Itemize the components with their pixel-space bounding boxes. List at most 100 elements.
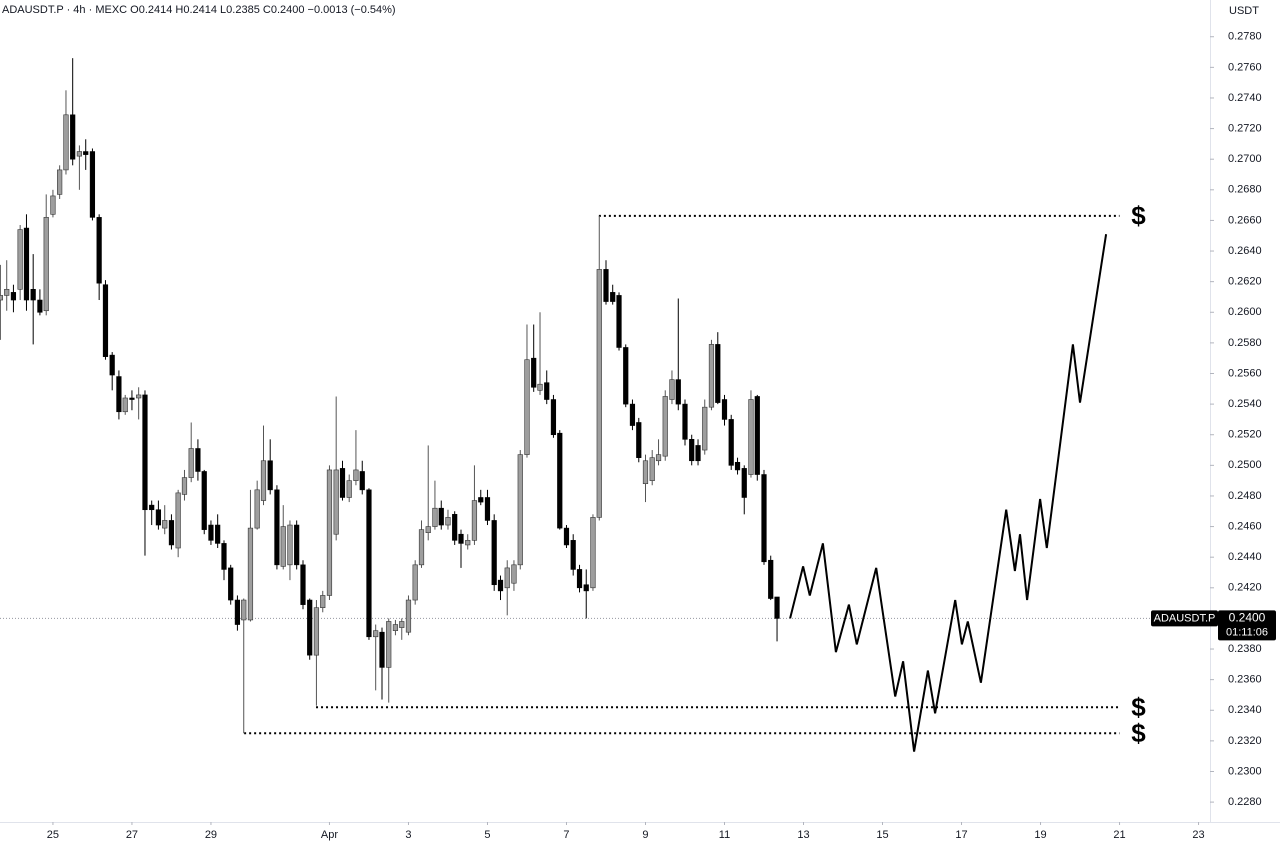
- candle-body: [511, 564, 517, 584]
- y-tick-label: 0.2540: [1228, 398, 1262, 410]
- candle-body: [768, 559, 774, 599]
- symbol-tag: ADAUSDT.P: [1154, 612, 1216, 624]
- level-label: $: [1131, 201, 1146, 231]
- y-tick-label: 0.2520: [1228, 429, 1262, 441]
- candle-body: [544, 382, 550, 400]
- candle-body: [208, 524, 214, 541]
- candle-body: [570, 540, 576, 570]
- candle-body: [254, 489, 260, 529]
- candle-body: [576, 569, 583, 589]
- x-tick-label: 7: [563, 829, 569, 841]
- candle-body: [63, 114, 69, 171]
- candle-body: [405, 599, 412, 633]
- candle-body: [366, 489, 372, 638]
- candle-body: [557, 432, 563, 529]
- countdown: 01:11:06: [1226, 626, 1268, 638]
- x-tick-label: 17: [955, 829, 967, 841]
- x-tick-label: 29: [205, 829, 217, 841]
- candle-body: [274, 489, 280, 566]
- candle-body: [280, 526, 286, 567]
- candle-body: [247, 527, 254, 621]
- candle-body: [721, 399, 728, 420]
- candle-body: [50, 195, 56, 215]
- y-tick-label: 0.2700: [1228, 153, 1262, 165]
- x-tick-label: 21: [1113, 829, 1125, 841]
- candle-body: [181, 477, 188, 495]
- candle-body: [313, 607, 320, 656]
- candle-body: [195, 448, 201, 472]
- candle-body: [741, 468, 747, 498]
- candle-body: [267, 460, 273, 491]
- x-tick-label: 25: [47, 829, 59, 841]
- y-tick-label: 0.2680: [1228, 184, 1262, 196]
- candle-body: [155, 509, 162, 526]
- candle-body: [373, 630, 379, 638]
- candle-body: [438, 507, 444, 526]
- candle-body: [287, 524, 293, 566]
- candle-body: [636, 422, 642, 458]
- y-tick-label: 0.2440: [1228, 551, 1262, 563]
- candle-body: [563, 527, 570, 546]
- candle-body: [17, 229, 23, 290]
- candle-body: [465, 540, 471, 546]
- candle-body: [524, 359, 530, 455]
- candle-body: [83, 151, 89, 155]
- symbol-tag-bg: [1151, 610, 1218, 627]
- header: ADAUSDT.P · 4h · MEXC O0.2414 H0.2414 L0…: [2, 4, 396, 16]
- y-tick-label: 0.2500: [1228, 459, 1262, 471]
- candle-body: [662, 396, 668, 457]
- candle-body: [695, 445, 701, 462]
- candle-body: [122, 397, 128, 413]
- candle-body: [333, 469, 339, 535]
- candle-body: [399, 621, 405, 628]
- candle-body: [320, 595, 326, 608]
- candle-body: [136, 394, 142, 399]
- y-tick-label: 0.2460: [1228, 520, 1262, 532]
- candle-body: [89, 151, 96, 218]
- candle-body: [432, 507, 438, 527]
- y-tick-label: 0.2740: [1228, 92, 1262, 104]
- level-label: $: [1131, 718, 1146, 748]
- candle-body: [70, 114, 76, 160]
- candle-body: [445, 517, 451, 526]
- candle-body: [392, 624, 399, 631]
- candle-body: [596, 269, 602, 518]
- candle-body: [550, 399, 557, 436]
- candle-body: [655, 454, 662, 462]
- candle-body: [715, 344, 721, 403]
- x-tick-label: 11: [719, 829, 730, 841]
- candle-body: [583, 584, 589, 592]
- candle-body: [484, 497, 491, 521]
- candle-body: [0, 295, 3, 301]
- x-tick-label: 23: [1192, 829, 1204, 841]
- x-tick-label: 3: [405, 829, 411, 841]
- candle-body: [537, 383, 543, 391]
- y-tick-label: 0.2640: [1228, 245, 1262, 257]
- x-tick-label: Apr: [321, 829, 338, 841]
- candle-body: [168, 520, 175, 546]
- y-tick-label: 0.2300: [1228, 765, 1262, 777]
- candle-body: [478, 497, 484, 503]
- candle-body: [531, 357, 537, 388]
- y-tick-label: 0.2360: [1228, 674, 1262, 686]
- price-tag: 0.2400: [1229, 611, 1266, 625]
- candle-body: [353, 469, 359, 481]
- currency: USDT: [1229, 5, 1259, 17]
- candle-body: [590, 517, 596, 589]
- candle-body: [109, 354, 115, 376]
- y-tick-label: 0.2340: [1228, 704, 1262, 716]
- candle-body: [412, 564, 418, 601]
- candle-body: [728, 419, 734, 466]
- candle-body: [425, 526, 431, 533]
- candle-body: [339, 468, 346, 498]
- candle-body: [452, 514, 458, 541]
- price-tag-bg: [1218, 610, 1276, 641]
- candle-body: [649, 457, 655, 481]
- candle-body: [142, 394, 148, 511]
- y-tick-label: 0.2660: [1228, 214, 1262, 226]
- candle-body: [471, 500, 478, 541]
- candle-body: [149, 504, 155, 511]
- y-tick-label: 0.2600: [1228, 306, 1262, 318]
- y-tick-label: 0.2780: [1228, 31, 1262, 43]
